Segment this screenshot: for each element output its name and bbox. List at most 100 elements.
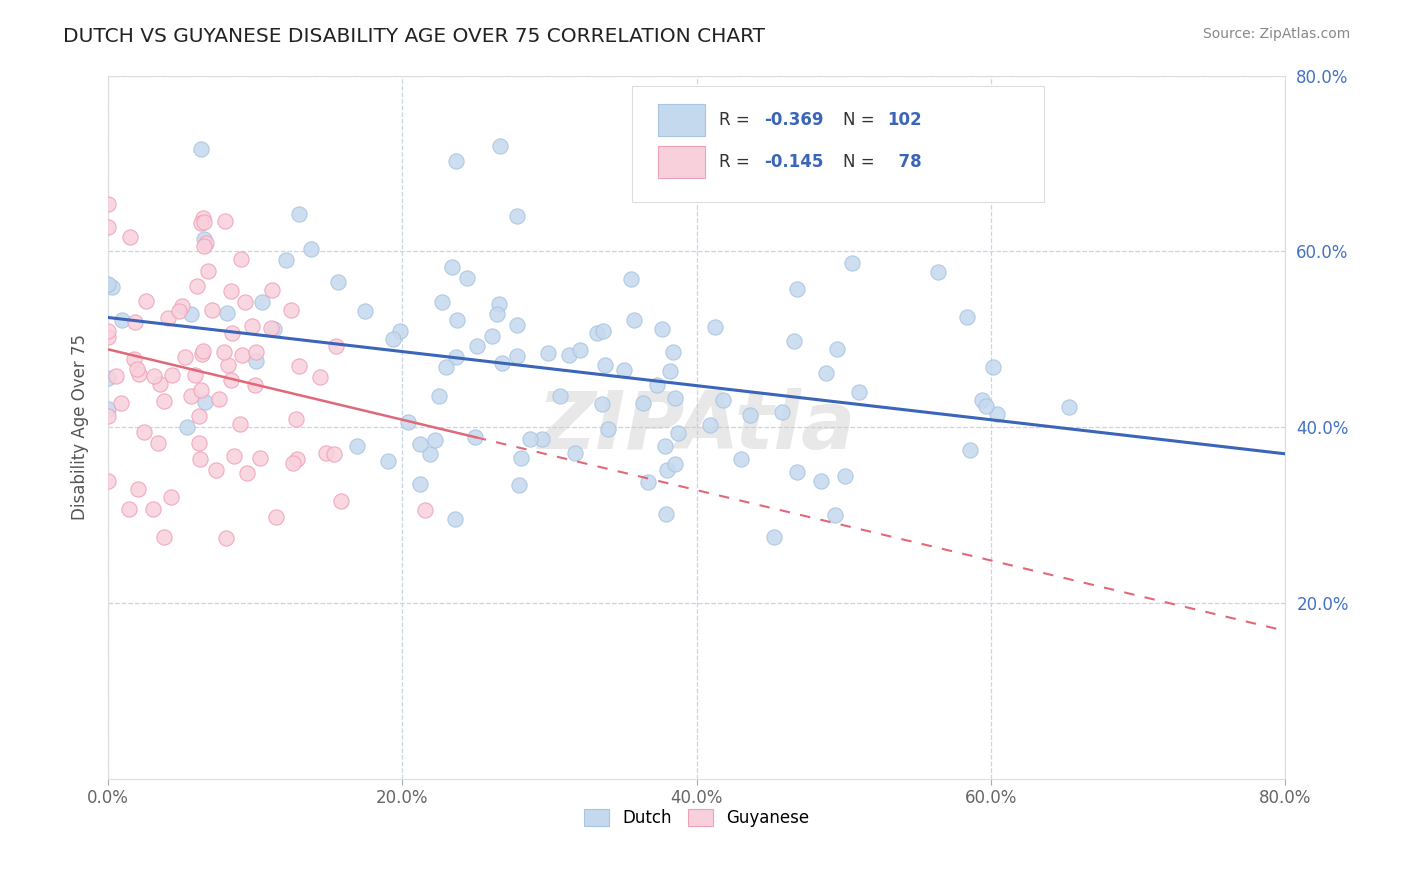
Point xyxy=(191,211,214,225)
Point xyxy=(214,213,236,227)
Point xyxy=(408,437,430,451)
Point xyxy=(283,456,305,470)
Point xyxy=(519,432,541,446)
Point xyxy=(558,348,581,362)
Point xyxy=(509,451,531,466)
Text: -0.369: -0.369 xyxy=(763,111,823,128)
Point xyxy=(194,235,217,250)
Point xyxy=(585,326,607,341)
FancyBboxPatch shape xyxy=(658,146,704,178)
Point xyxy=(986,408,1008,422)
Point xyxy=(97,220,120,235)
Point xyxy=(193,215,215,229)
Point xyxy=(959,443,981,458)
Point xyxy=(240,318,263,333)
Point xyxy=(287,207,309,221)
Point xyxy=(201,302,224,317)
Point xyxy=(730,452,752,467)
Point xyxy=(637,475,659,489)
Point xyxy=(647,377,669,392)
Point xyxy=(197,264,219,278)
Point xyxy=(97,324,120,338)
Point xyxy=(613,363,636,377)
Point xyxy=(124,315,146,329)
Point xyxy=(229,417,252,431)
Point xyxy=(328,275,350,289)
Point xyxy=(190,142,212,156)
Point xyxy=(132,425,155,439)
Point xyxy=(217,305,239,319)
Point xyxy=(508,478,530,492)
Point xyxy=(193,343,215,358)
Point xyxy=(506,349,529,363)
Point xyxy=(620,272,643,286)
Point xyxy=(329,493,352,508)
Point xyxy=(186,278,208,293)
Point xyxy=(456,270,478,285)
Point xyxy=(167,304,190,318)
Point xyxy=(219,373,242,387)
Point xyxy=(233,295,256,310)
Point xyxy=(176,419,198,434)
Point xyxy=(214,531,236,545)
Text: Source: ZipAtlas.com: Source: ZipAtlas.com xyxy=(1202,27,1350,41)
Point xyxy=(419,447,441,461)
Point xyxy=(488,138,510,153)
Point xyxy=(396,415,419,429)
Point xyxy=(97,277,120,291)
Point xyxy=(149,377,172,392)
Point xyxy=(834,469,856,483)
Point xyxy=(434,359,457,374)
Point xyxy=(97,197,120,211)
Point xyxy=(122,352,145,367)
Point xyxy=(120,229,142,244)
Point xyxy=(110,396,132,410)
Point xyxy=(190,216,212,230)
Point xyxy=(190,383,212,397)
Point xyxy=(157,310,180,325)
Point xyxy=(111,312,134,326)
Point xyxy=(263,322,285,336)
Text: ZIPAtla: ZIPAtla xyxy=(537,388,856,467)
Text: N =: N = xyxy=(842,153,879,171)
Point xyxy=(146,436,169,450)
Point xyxy=(824,508,846,523)
Point xyxy=(174,351,197,365)
Text: R =: R = xyxy=(718,153,755,171)
Point xyxy=(309,369,332,384)
Point xyxy=(208,392,231,406)
Point xyxy=(285,412,308,426)
Point xyxy=(763,530,786,544)
Point xyxy=(221,326,243,340)
Point xyxy=(531,433,554,447)
Point xyxy=(194,395,217,409)
Point xyxy=(972,393,994,408)
Point xyxy=(814,367,837,381)
Point xyxy=(592,324,614,338)
Point xyxy=(152,530,174,544)
Text: DUTCH VS GUYANESE DISABILITY AGE OVER 75 CORRELATION CHART: DUTCH VS GUYANESE DISABILITY AGE OVER 75… xyxy=(63,27,765,45)
Point xyxy=(188,409,211,424)
Point xyxy=(703,320,725,334)
Point xyxy=(593,358,616,372)
Point xyxy=(205,463,228,477)
Point xyxy=(770,405,793,419)
Point xyxy=(506,318,529,332)
Point xyxy=(125,362,148,376)
Point xyxy=(180,389,202,403)
Point xyxy=(485,307,508,321)
Point xyxy=(236,466,259,480)
Point xyxy=(827,343,849,357)
Point xyxy=(440,260,463,274)
Point xyxy=(97,402,120,417)
Point xyxy=(160,368,183,383)
Point xyxy=(377,454,399,468)
Point xyxy=(631,396,654,410)
Point xyxy=(655,463,678,477)
Point xyxy=(188,452,211,467)
Point xyxy=(260,320,283,334)
Point xyxy=(623,312,645,326)
Legend: Dutch, Guyanese: Dutch, Guyanese xyxy=(576,803,817,834)
Point xyxy=(184,368,207,382)
FancyBboxPatch shape xyxy=(631,86,1043,202)
